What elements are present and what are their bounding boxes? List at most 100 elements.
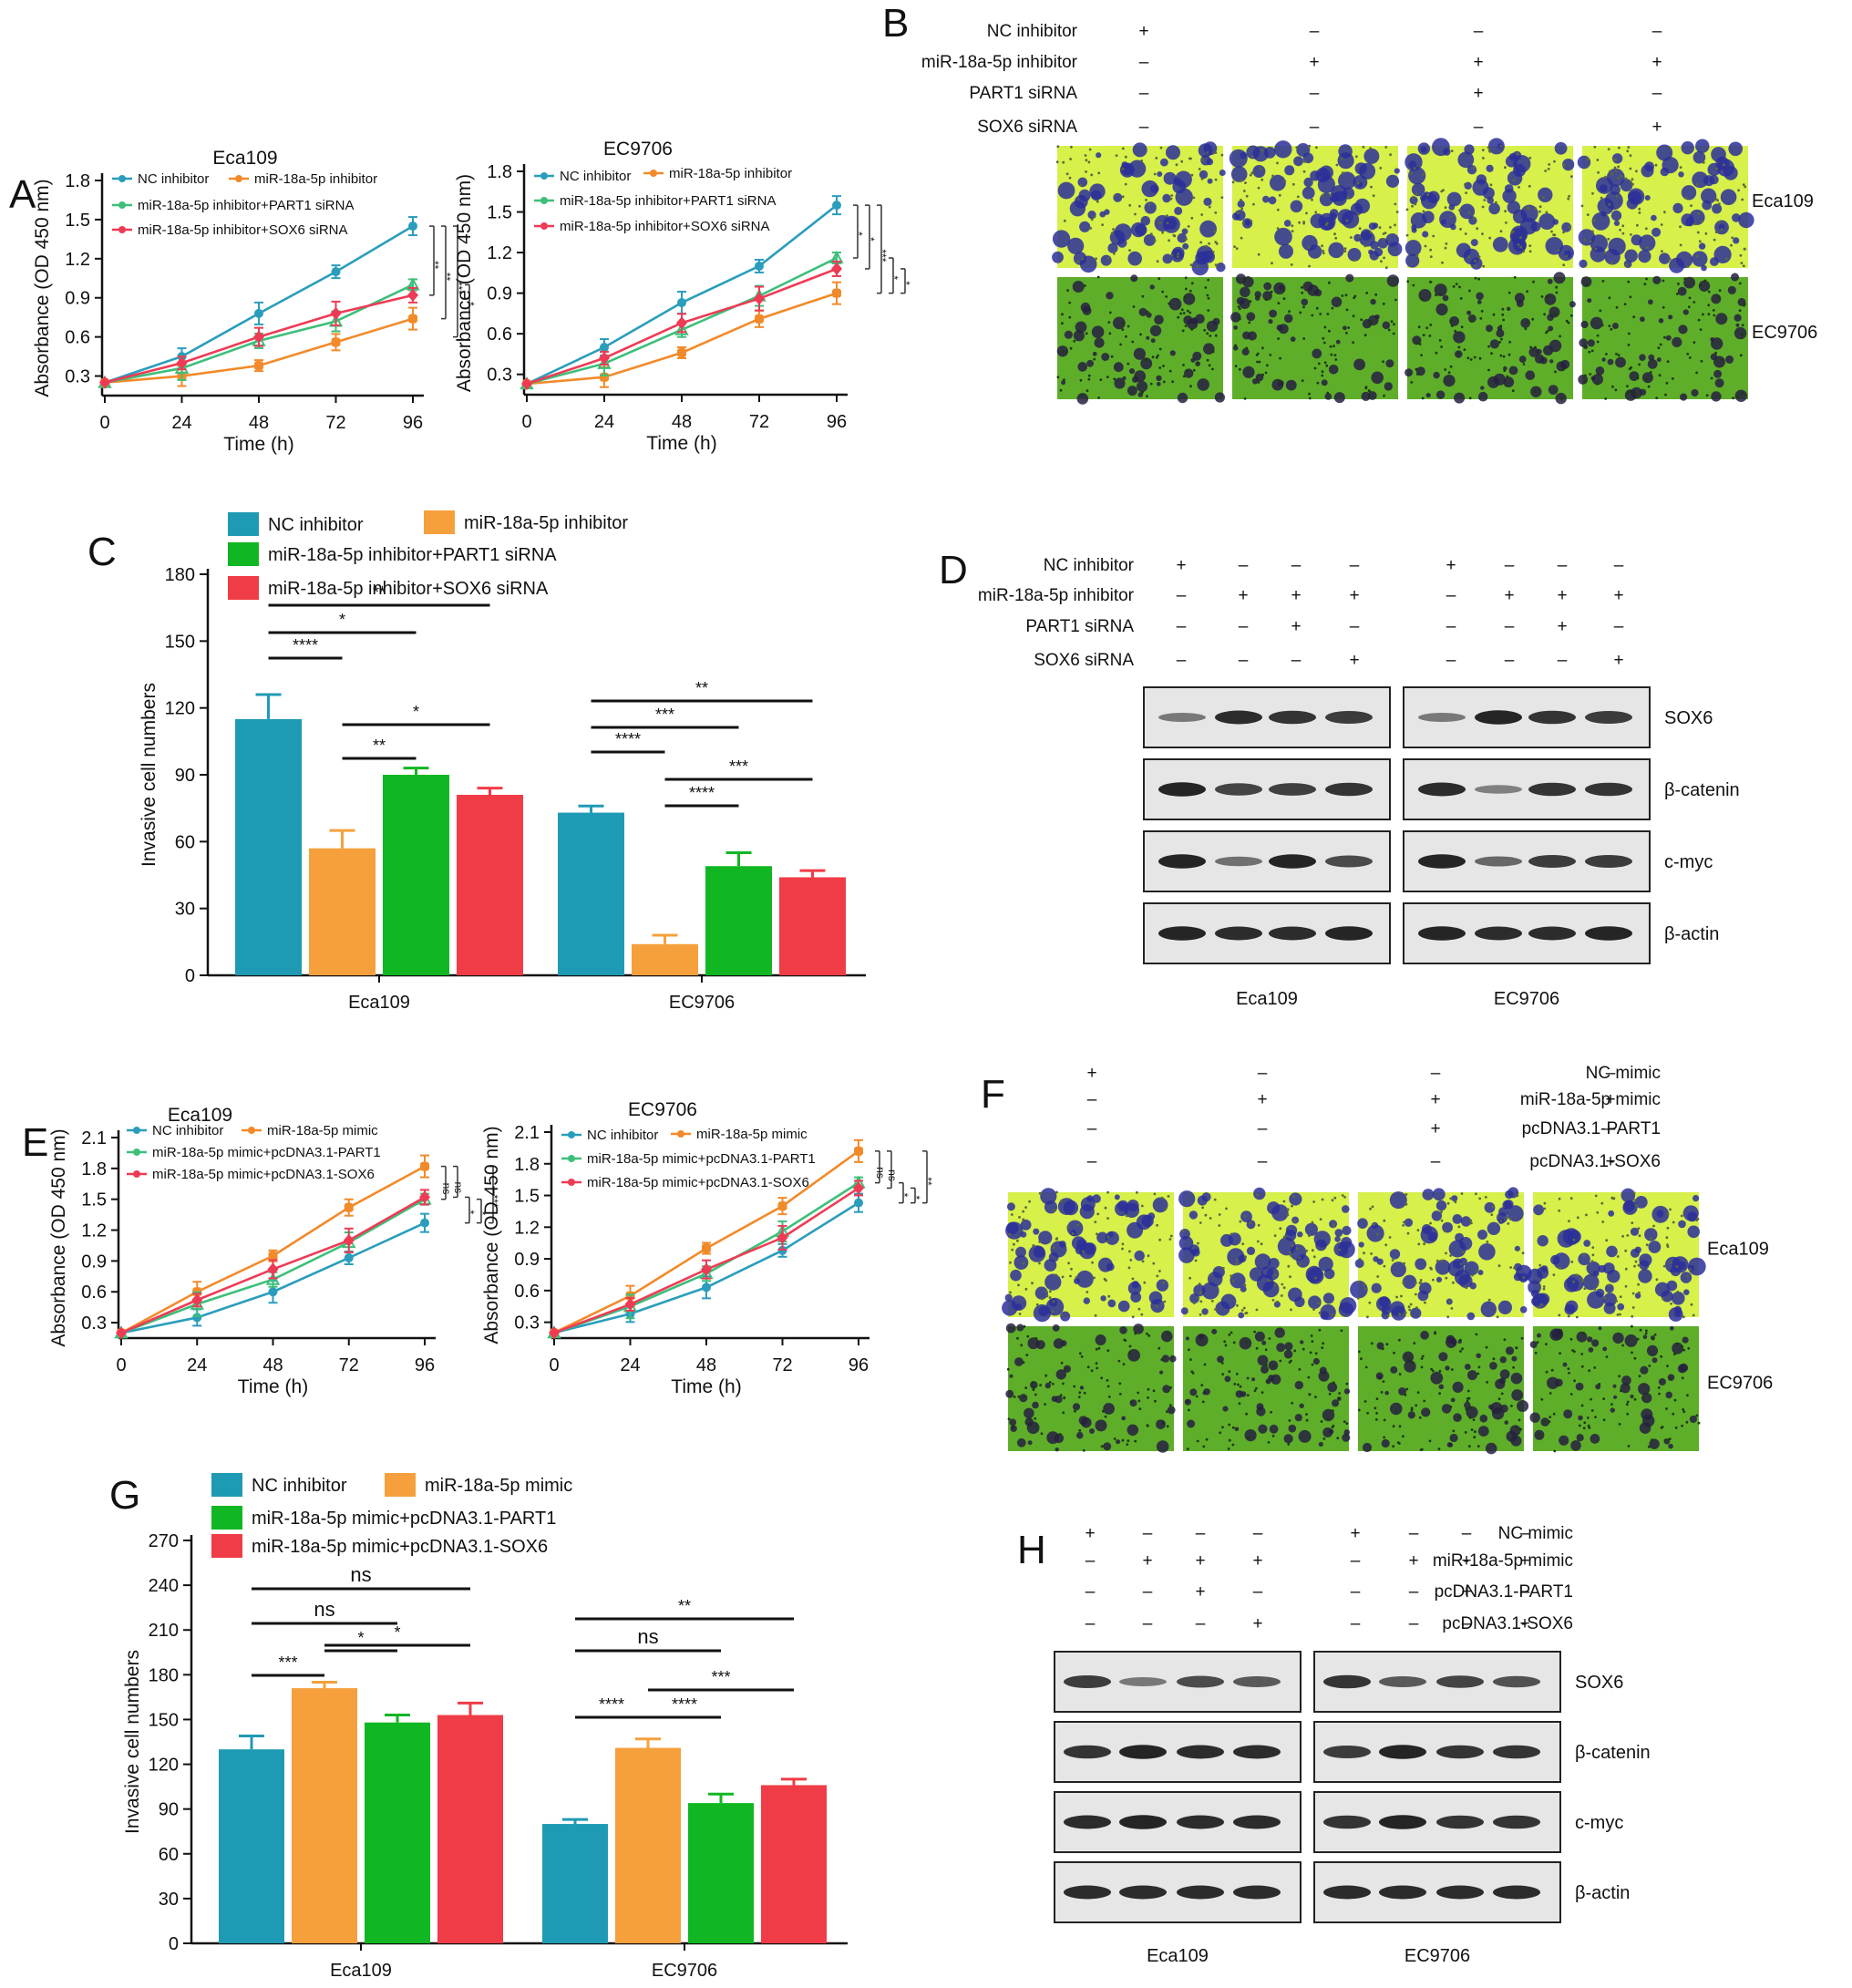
membrane-pore	[1438, 1369, 1442, 1373]
data-point	[253, 330, 264, 344]
membrane-pore	[1322, 1342, 1324, 1345]
data-point	[268, 1287, 278, 1297]
panel-letter-c: C	[87, 530, 117, 574]
membrane-pore	[1384, 266, 1388, 270]
stained-cell	[1162, 1385, 1171, 1394]
membrane-pore	[1608, 203, 1611, 206]
membrane-pore	[1104, 1206, 1107, 1210]
membrane-pore	[1591, 1253, 1595, 1257]
stained-cell	[1257, 1355, 1269, 1366]
stained-cell	[1620, 179, 1633, 192]
membrane-pore	[1542, 1287, 1546, 1291]
membrane-pore	[1479, 317, 1483, 320]
membrane-pore	[1552, 1273, 1556, 1276]
membrane-pore	[1311, 198, 1313, 201]
membrane-pore	[1615, 353, 1618, 355]
treatment-sign: –	[1614, 556, 1624, 575]
membrane-pore	[1062, 350, 1065, 353]
stained-cell	[1644, 195, 1651, 201]
membrane-pore	[1024, 1386, 1028, 1389]
membrane-pore	[1172, 233, 1176, 237]
stained-cell	[1509, 1425, 1521, 1437]
stained-cell	[1452, 1381, 1464, 1393]
membrane-pore	[1507, 291, 1511, 294]
stained-cell	[1693, 1195, 1700, 1202]
membrane-pore	[1105, 1279, 1107, 1282]
membrane-pore	[1730, 243, 1733, 247]
membrane-pore	[1008, 1232, 1012, 1236]
stained-cell	[1308, 1295, 1322, 1309]
treatment-label: pcDNA3.1-PART1	[1435, 1582, 1573, 1602]
treatment-sign: –	[1177, 617, 1187, 636]
data-point	[267, 1262, 279, 1276]
stained-cell	[1224, 1375, 1231, 1383]
stained-cell	[1484, 1201, 1496, 1213]
protein-label: β-actin	[1575, 1883, 1630, 1903]
stained-cell	[1630, 1227, 1640, 1236]
membrane-pore	[1307, 1375, 1311, 1379]
membrane-pore	[1281, 1282, 1284, 1286]
membrane-pore	[1140, 160, 1143, 162]
membrane-pore	[1301, 286, 1303, 289]
protein-band	[1158, 713, 1206, 722]
membrane-pore	[1056, 145, 1060, 149]
stained-cell	[1548, 339, 1562, 353]
stained-cell	[1146, 335, 1150, 340]
membrane-pore	[1695, 254, 1699, 258]
stained-cell	[1496, 329, 1505, 338]
membrane-pore	[1291, 224, 1294, 228]
membrane-pore	[1497, 1397, 1501, 1401]
membrane-pore	[1596, 1210, 1600, 1214]
membrane-pore	[1662, 1297, 1664, 1301]
membrane-pore	[1710, 376, 1713, 380]
panel-letter-d: D	[939, 548, 968, 592]
membrane-pore	[1420, 1447, 1424, 1451]
legend-label: miR-18a-5p inhibitor+PART1 siRNA	[138, 198, 354, 213]
treatment-label: PART1 siRNA	[1025, 617, 1134, 636]
membrane-pore	[1282, 1200, 1286, 1203]
membrane-pore	[1310, 1334, 1313, 1337]
stained-cell	[1133, 1324, 1144, 1334]
stained-cell	[1324, 393, 1332, 400]
membrane-pore	[1277, 337, 1280, 340]
legend-label: NC inhibitor	[587, 1128, 658, 1143]
membrane-pore	[1415, 1293, 1417, 1296]
stained-cell	[1710, 337, 1715, 342]
membrane-pore	[1627, 280, 1631, 283]
membrane-pore	[1132, 305, 1136, 308]
chart-title: Eca109	[212, 148, 277, 169]
membrane-pore	[1131, 1315, 1135, 1319]
stained-cell	[1235, 1390, 1244, 1398]
membrane-pore	[1449, 320, 1453, 323]
membrane-pore	[1235, 1262, 1239, 1265]
membrane-pore	[1553, 1449, 1557, 1453]
membrane-pore	[1089, 227, 1093, 230]
membrane-pore	[1596, 340, 1600, 344]
membrane-pore	[1038, 1262, 1041, 1265]
stained-cell	[1432, 1188, 1446, 1201]
membrane-pore	[1473, 1436, 1476, 1439]
stained-cell	[1284, 165, 1295, 176]
panel-letter-f: F	[981, 1072, 1005, 1117]
stained-cell	[1199, 220, 1217, 238]
membrane-pore	[1121, 1247, 1124, 1251]
membrane-pore	[1624, 177, 1628, 180]
membrane-pore	[1156, 1223, 1158, 1227]
stained-cell	[1188, 1210, 1199, 1220]
membrane-pore	[1068, 176, 1072, 180]
sig-label: ns	[886, 1169, 899, 1181]
membrane-pore	[1065, 1367, 1067, 1370]
membrane-pore	[1466, 356, 1470, 360]
stained-cell	[1435, 1259, 1451, 1275]
membrane-pore	[1056, 376, 1060, 379]
membrane-pore	[1214, 1308, 1217, 1311]
legend-swatch	[211, 1506, 242, 1530]
stained-cell	[1672, 1292, 1685, 1305]
stained-cell	[1678, 171, 1684, 178]
stained-cell	[1246, 312, 1256, 322]
stained-cell	[1129, 1399, 1137, 1407]
stained-cell	[1293, 156, 1303, 167]
membrane-pore	[1271, 1299, 1275, 1302]
membrane-pore	[1121, 1242, 1125, 1246]
membrane-pore	[1704, 232, 1708, 235]
